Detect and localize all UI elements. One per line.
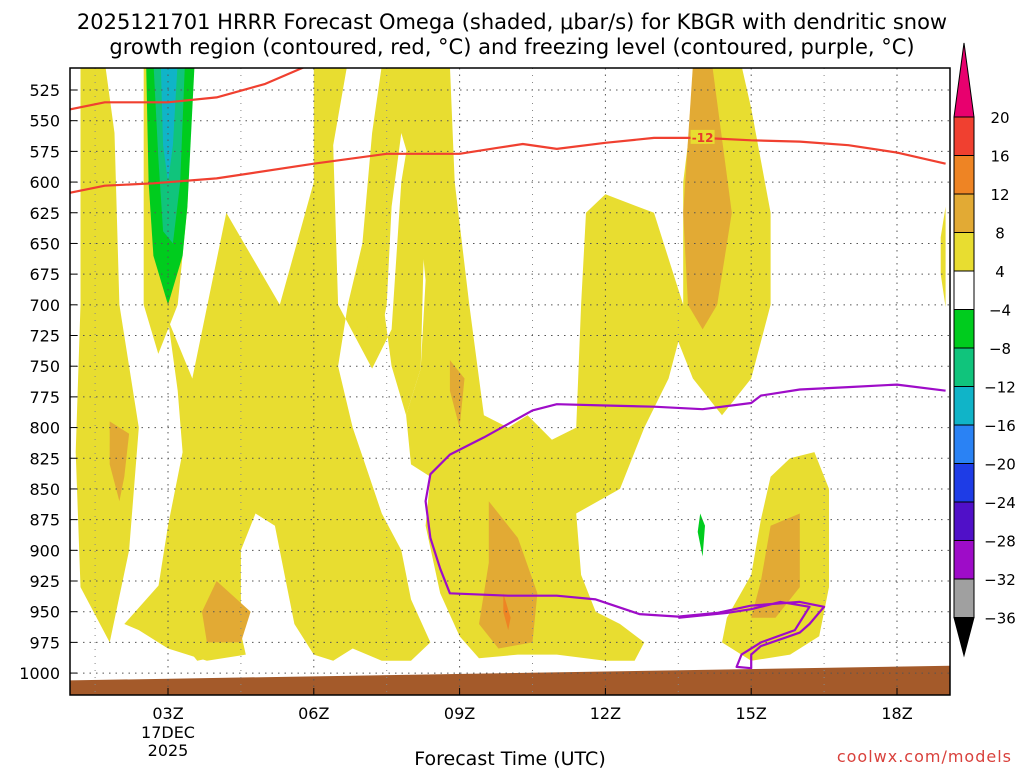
dgz-contour-label: -12 xyxy=(692,131,714,145)
colorbar-label: 20 xyxy=(990,109,1009,127)
y-tick-label: 700 xyxy=(29,296,60,315)
y-tick-label: 625 xyxy=(29,204,60,223)
colorbar-label: −20 xyxy=(984,456,1016,474)
x-tick-sublabel: 17DEC xyxy=(141,723,195,742)
colorbar-label: −32 xyxy=(984,571,1016,589)
colorbar-segment xyxy=(953,578,975,618)
y-tick-label: 950 xyxy=(29,603,60,622)
y-tick-label: 875 xyxy=(29,511,60,530)
y-tick-label: 650 xyxy=(29,234,60,253)
chart-title-line-1: 2025121701 HRRR Forecast Omega (shaded, … xyxy=(77,10,947,34)
colorbar-segment xyxy=(953,463,975,503)
y-tick-label: 900 xyxy=(29,541,60,560)
dgz-contour-2 xyxy=(921,62,945,67)
omega-shading-layer xyxy=(75,68,946,661)
colorbar-segment xyxy=(953,232,975,272)
y-tick-label: 575 xyxy=(29,142,60,161)
y-tick-label: 750 xyxy=(29,357,60,376)
y-tick-label: 925 xyxy=(29,572,60,591)
colorbar-segment xyxy=(953,501,975,541)
y-tick-label: 600 xyxy=(29,173,60,192)
omega-region-7 xyxy=(109,421,130,502)
dgz-contour-1 xyxy=(70,136,946,194)
freezing-level-contour xyxy=(424,383,946,670)
colorbar-segment xyxy=(953,309,975,349)
colorbar-label: 12 xyxy=(990,186,1009,204)
y-tick-label: 725 xyxy=(29,327,60,346)
contour-layer: -12 xyxy=(70,62,946,670)
colorbar: 20 16 12 8 4 −4 −8 −12 −16 −20 −24 −28 −32 −36 xyxy=(953,42,1016,658)
y-tick-label: 775 xyxy=(29,388,60,407)
x-tick-label: 12Z xyxy=(590,704,621,723)
y-tick-label: 850 xyxy=(29,480,60,499)
colorbar-segment xyxy=(953,116,975,156)
colorbar-segment xyxy=(953,386,975,426)
x-tick-label: 18Z xyxy=(881,704,912,723)
dgz-contour-0 xyxy=(70,68,305,111)
grid-layer xyxy=(70,68,950,695)
omega-region-2 xyxy=(158,68,431,661)
y-axis: 525 550 575 600 625 650 675 700 725 750 775 800 825 8… xyxy=(19,81,77,683)
plot-frame xyxy=(69,67,951,696)
y-tick-label: 525 xyxy=(29,81,60,100)
y-tick-label: 975 xyxy=(29,633,60,652)
colorbar-segment xyxy=(953,347,975,387)
dgz-label-bg xyxy=(690,129,715,144)
x-tick-label: 15Z xyxy=(736,704,767,723)
y-tick-label: 825 xyxy=(29,449,60,468)
colorbar-label: 8 xyxy=(995,225,1005,243)
y-tick-label: 675 xyxy=(29,265,60,284)
omega-region-6 xyxy=(940,206,946,308)
x-tick-label: 06Z xyxy=(298,704,329,723)
x-tick-sublabel: 2025 xyxy=(148,741,189,760)
chart-title-line-2: growth region (contoured, red, °C) and f… xyxy=(109,35,914,59)
colorbar-segment xyxy=(953,270,975,310)
omega-region-11 xyxy=(751,513,800,618)
colorbar-segment xyxy=(953,424,975,464)
colorbar-label: 16 xyxy=(990,148,1009,166)
colorbar-label: 4 xyxy=(995,263,1005,281)
omega-region-4 xyxy=(362,68,771,661)
colorbar-label: −24 xyxy=(984,494,1016,512)
y-tick-label: 800 xyxy=(29,419,60,438)
terrain-ground xyxy=(70,665,950,695)
x-tick-label: 09Z xyxy=(444,704,475,723)
x-tick-label: 03Z xyxy=(152,704,183,723)
colorbar-label: −4 xyxy=(989,302,1011,320)
omega-region-15 xyxy=(697,513,705,557)
colorbar-label: −28 xyxy=(984,533,1016,551)
omega-region-8 xyxy=(449,360,465,428)
y-tick-label: 1000 xyxy=(19,664,60,683)
colorbar-label: −16 xyxy=(984,417,1016,435)
y-tick-label: 550 xyxy=(29,112,60,131)
colorbar-label: −8 xyxy=(989,340,1011,358)
omega-region-17 xyxy=(160,68,178,183)
colorbar-segment xyxy=(953,193,975,233)
colorbar-bottom-arrow xyxy=(953,617,975,658)
terrain-layer xyxy=(70,665,950,695)
colorbar-label: −36 xyxy=(984,610,1016,628)
colorbar-segment xyxy=(953,155,975,195)
colorbar-top-arrow xyxy=(953,42,975,118)
credit-text: coolwx.com/models xyxy=(837,747,1012,766)
x-axis-title: Forecast Time (UTC) xyxy=(414,748,605,768)
omega-region-0 xyxy=(75,68,139,643)
colorbar-label: −12 xyxy=(984,379,1016,397)
colorbar-segment xyxy=(953,540,975,580)
